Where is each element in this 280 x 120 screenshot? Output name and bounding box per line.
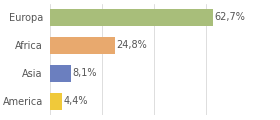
Bar [50, 37, 115, 54]
Text: 24,8%: 24,8% [116, 40, 147, 50]
Text: 62,7%: 62,7% [214, 12, 245, 22]
Bar [50, 93, 62, 110]
Text: 4,4%: 4,4% [63, 96, 88, 106]
Bar [50, 65, 71, 82]
Text: 8,1%: 8,1% [73, 68, 97, 78]
Bar [50, 9, 213, 26]
